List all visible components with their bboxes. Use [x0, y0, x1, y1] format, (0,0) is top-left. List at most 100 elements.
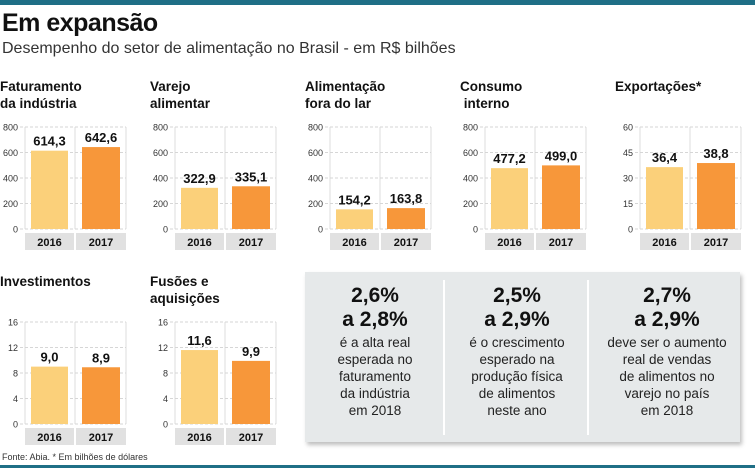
chart-plot: 0 200 400 600 800 614,3 2016 642,6 2017 — [3, 123, 127, 250]
bottom-accent-bar — [0, 465, 755, 468]
x-label-band — [76, 428, 126, 445]
y-tick-label: 0 — [628, 225, 633, 235]
y-tick-label: 400 — [463, 174, 478, 184]
projection-industry: 2,6% a 2,8% é a alta real esperada no fatur… — [305, 272, 445, 442]
y-tick-label: 4 — [163, 394, 168, 404]
data-label: 38,8 — [703, 146, 728, 161]
y-tick-label: 0 — [473, 225, 478, 235]
y-tick-label: 800 — [463, 123, 478, 133]
bar-chart: Exportações* 0 15 30 45 60 36,4 2016 38,8 2017 — [615, 78, 755, 253]
bar-2017 — [232, 186, 270, 229]
y-tick-label: 800 — [3, 123, 18, 133]
bar-2016 — [181, 187, 218, 229]
y-tick-label: 12 — [158, 343, 168, 353]
data-label: 614,3 — [33, 134, 66, 149]
y-tick-label: 800 — [308, 123, 323, 133]
x-label-band — [640, 233, 689, 250]
y-tick-label: 600 — [308, 148, 323, 158]
projection-text: é a alta real esperada no faturamento da in… — [337, 335, 413, 418]
projection-value: 2,7% a 2,9% — [634, 284, 700, 331]
y-tick-label: 200 — [463, 199, 478, 209]
x-label-band — [330, 233, 379, 250]
bar-chart: Faturamento da indústria 0 200 400 600 800 614… — [0, 78, 140, 253]
x-tick-label: 2017 — [239, 237, 263, 249]
y-tick-label: 4 — [13, 394, 18, 404]
bar-2016 — [181, 350, 218, 424]
chart-title: Varejo alimentar — [150, 79, 211, 111]
x-tick-label: 2016 — [37, 432, 61, 444]
y-tick-label: 30 — [623, 174, 633, 184]
data-label: 11,6 — [187, 333, 212, 348]
data-label: 642,6 — [85, 130, 118, 145]
bar-chart: Alimentação fora do lar 0 200 400 600 800 154,… — [305, 78, 445, 253]
chart-title: Consumo interno — [460, 79, 523, 111]
data-label: 9,9 — [242, 344, 260, 359]
projection-value: 2,6% a 2,8% — [342, 284, 408, 331]
x-tick-label: 2016 — [652, 237, 676, 249]
x-label-band — [76, 233, 126, 250]
y-tick-label: 8 — [163, 369, 168, 379]
bar-2017 — [82, 367, 120, 424]
x-label-band — [536, 233, 586, 250]
y-tick-label: 800 — [153, 123, 168, 133]
chart-plot: 0 200 400 600 800 154,2 2016 163,8 2017 — [308, 123, 432, 250]
bar-2017 — [542, 165, 580, 229]
x-tick-label: 2016 — [342, 237, 366, 249]
y-tick-label: 16 — [158, 318, 168, 328]
x-tick-label: 2017 — [89, 237, 113, 249]
page-title: Em expansão — [2, 9, 158, 37]
y-tick-label: 400 — [308, 174, 323, 184]
y-tick-label: 15 — [623, 199, 633, 209]
y-tick-label: 8 — [13, 369, 18, 379]
projections-box: 2,6% a 2,8% é a alta real esperada no fatur… — [305, 272, 740, 442]
y-tick-label: 600 — [153, 148, 168, 158]
bar-chart: Consumo interno 0 200 400 600 800 477,2 2016 499… — [460, 78, 600, 253]
y-tick-label: 600 — [463, 148, 478, 158]
footnote: Fonte: Abia. * Em bilhões de dólares — [2, 452, 148, 462]
bar-2017 — [82, 147, 120, 229]
bar-2016 — [491, 168, 528, 229]
y-tick-label: 200 — [3, 199, 18, 209]
y-tick-label: 400 — [153, 174, 168, 184]
x-label-band — [691, 233, 741, 250]
y-tick-label: 200 — [308, 199, 323, 209]
top-accent-bar — [0, 0, 755, 5]
chart-plot: 0 200 400 600 800 322,9 2016 335,1 2017 — [153, 123, 277, 250]
y-tick-label: 0 — [13, 420, 18, 430]
projection-production: 2,5% a 2,9% é o crescimento esperado na pro… — [447, 272, 587, 442]
data-label: 9,0 — [40, 350, 58, 365]
x-label-band — [381, 233, 431, 250]
chart-title: Investimentos — [0, 274, 91, 289]
data-label: 322,9 — [183, 171, 216, 186]
chart-title: Exportações* — [615, 79, 702, 94]
data-label: 477,2 — [493, 151, 526, 166]
x-tick-label: 2017 — [239, 432, 263, 444]
x-label-band — [175, 233, 224, 250]
x-label-band — [175, 428, 224, 445]
bar-2017 — [387, 208, 425, 229]
x-tick-label: 2017 — [704, 237, 728, 249]
data-label: 499,0 — [545, 148, 578, 163]
projection-value: 2,5% a 2,9% — [484, 284, 550, 331]
projection-retail: 2,7% a 2,9% deve ser o aumento real de ven… — [594, 272, 740, 442]
bar-2016 — [31, 150, 68, 229]
x-tick-label: 2017 — [89, 432, 113, 444]
y-tick-label: 0 — [318, 225, 323, 235]
bar-2016 — [646, 167, 683, 229]
projection-text: é o crescimento esperado na produção físic… — [469, 335, 565, 418]
bar-2017 — [697, 163, 735, 229]
y-tick-label: 400 — [3, 174, 18, 184]
y-tick-label: 12 — [8, 343, 18, 353]
y-tick-label: 0 — [163, 420, 168, 430]
y-tick-label: 600 — [3, 148, 18, 158]
y-tick-label: 60 — [623, 123, 633, 133]
y-tick-label: 0 — [163, 225, 168, 235]
chart-plot: 0 15 30 45 60 36,4 2016 38,8 2017 — [623, 123, 742, 250]
y-tick-label: 0 — [13, 225, 18, 235]
x-tick-label: 2016 — [497, 237, 521, 249]
divider — [443, 280, 445, 435]
y-tick-label: 16 — [8, 318, 18, 328]
bar-2016 — [31, 366, 68, 424]
projection-text: deve ser o aumento real de vendas de alime… — [607, 335, 727, 418]
